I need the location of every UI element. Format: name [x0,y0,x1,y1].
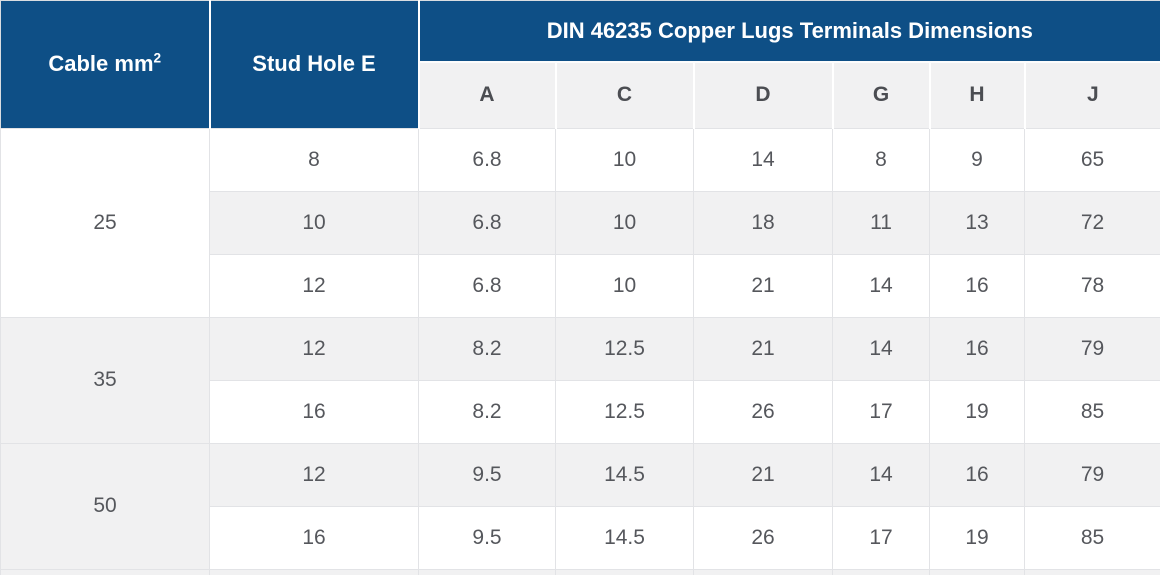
dim-cell [555,568,694,575]
dim-cell: 26 [693,379,833,444]
table-header-row: Cable mm2 Stud Hole E DIN 46235 Copper L… [0,0,1160,128]
table-title: DIN 46235 Copper Lugs Terminals Dimensio… [418,0,1160,63]
stud-cell: 12 [209,316,419,381]
dim-cell: 85 [1023,379,1160,444]
cable-header-exponent: 2 [153,50,162,66]
dim-cell: 8.2 [418,316,556,381]
dimension-letters-row: A C D G H J [1,62,1160,129]
dim-cell: 17 [832,379,930,444]
dim-cell: 17 [832,505,930,570]
dim-cell: 19 [929,505,1025,570]
dim-cell: 6.8 [418,127,556,192]
dim-cell: 12.5 [555,379,694,444]
table-row: 25 8 6.8 10 14 8 9 65 [0,127,1160,318]
table-row: 50 12 9.5 14.5 21 14 16 79 [0,442,1160,570]
dim-cell: 8.2 [418,379,556,444]
dim-cell: 9.5 [418,442,556,507]
table-row: 12 6.8 10 21 14 16 78 [1,253,1160,318]
dim-column-header-j: J [1024,62,1160,129]
dim-cell: 21 [693,316,833,381]
dim-cell: 8 [832,127,930,192]
dim-cell: 11 [832,190,930,255]
dim-cell: 72 [1023,190,1160,255]
dim-cell: 9.5 [418,505,556,570]
dim-cell [693,568,833,575]
cable-size-column-header: Cable mm2 [0,0,211,128]
table-row: 16 8.2 12.5 26 17 19 85 [1,379,1160,444]
dim-cell: 6.8 [418,190,556,255]
dim-cell [1023,568,1160,575]
cable-group-cell-50: 50 [0,442,210,570]
dim-cell: 16 [929,442,1025,507]
stud-cell [209,568,419,575]
dim-cell: 14 [693,127,833,192]
dim-cell: 16 [929,253,1025,318]
dim-cell: 9 [929,127,1025,192]
dim-cell: 16 [929,316,1025,381]
dim-cell: 65 [1023,127,1160,192]
dim-cell [929,568,1025,575]
dim-cell: 10 [555,127,694,192]
cable-group-cell-35: 35 [0,316,210,444]
dim-cell: 14 [832,253,930,318]
dim-cell: 85 [1023,505,1160,570]
dim-cell: 12.5 [555,316,694,381]
dim-cell: 14 [832,316,930,381]
table-row-partial [0,568,1160,575]
dim-cell: 6.8 [418,253,556,318]
cable-group-cell-partial [0,568,210,575]
dim-cell: 21 [693,253,833,318]
stud-cell: 12 [209,253,419,318]
table-row: 16 9.5 14.5 26 17 19 85 [1,505,1160,570]
table-row: 35 12 8.2 12.5 21 14 16 79 [0,316,1160,444]
cable-group-cell-25: 25 [0,127,210,318]
dim-cell: 14.5 [555,442,694,507]
dim-cell: 21 [693,442,833,507]
stud-cell: 16 [209,379,419,444]
dim-cell: 19 [929,379,1025,444]
dim-cell: 10 [555,253,694,318]
dim-column-header-a: A [418,62,557,129]
dim-cell: 14.5 [555,505,694,570]
dim-column-header-d: D [693,62,834,129]
dim-cell: 79 [1023,316,1160,381]
dim-cell: 18 [693,190,833,255]
dim-cell: 79 [1023,442,1160,507]
dim-cell [418,568,556,575]
dim-cell: 10 [555,190,694,255]
stud-cell: 16 [209,505,419,570]
stud-cell: 8 [209,127,419,192]
table-row: 10 6.8 10 18 11 13 72 [1,190,1160,255]
dim-cell [832,568,930,575]
cable-header-label: Cable mm [48,51,154,77]
dim-column-header-c: C [555,62,695,129]
stud-cell: 12 [209,442,419,507]
dim-cell: 13 [929,190,1025,255]
dim-cell: 78 [1023,253,1160,318]
dim-column-header-g: G [832,62,931,129]
stud-hole-column-header: Stud Hole E [209,0,420,128]
dim-cell: 14 [832,442,930,507]
stud-cell: 10 [209,190,419,255]
dim-cell: 26 [693,505,833,570]
dim-column-header-h: H [929,62,1026,129]
